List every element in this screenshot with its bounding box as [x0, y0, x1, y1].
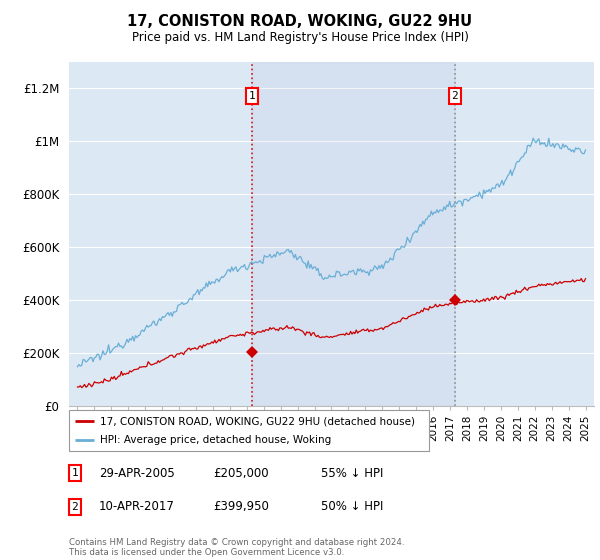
- Text: Contains HM Land Registry data © Crown copyright and database right 2024.
This d: Contains HM Land Registry data © Crown c…: [69, 538, 404, 557]
- Text: 2: 2: [71, 502, 79, 512]
- Text: 17, CONISTON ROAD, WOKING, GU22 9HU: 17, CONISTON ROAD, WOKING, GU22 9HU: [127, 14, 473, 29]
- Text: 29-APR-2005: 29-APR-2005: [99, 466, 175, 480]
- Text: 17, CONISTON ROAD, WOKING, GU22 9HU (detached house): 17, CONISTON ROAD, WOKING, GU22 9HU (det…: [100, 417, 415, 426]
- Text: 1: 1: [71, 468, 79, 478]
- Text: £399,950: £399,950: [213, 500, 269, 514]
- Text: Price paid vs. HM Land Registry's House Price Index (HPI): Price paid vs. HM Land Registry's House …: [131, 31, 469, 44]
- FancyBboxPatch shape: [69, 410, 429, 451]
- Text: 50% ↓ HPI: 50% ↓ HPI: [321, 500, 383, 514]
- Text: 55% ↓ HPI: 55% ↓ HPI: [321, 466, 383, 480]
- Text: 2: 2: [451, 91, 458, 101]
- Bar: [252, 62, 455, 406]
- Text: 1: 1: [249, 91, 256, 101]
- Text: £205,000: £205,000: [213, 466, 269, 480]
- Text: 10-APR-2017: 10-APR-2017: [99, 500, 175, 514]
- Text: HPI: Average price, detached house, Woking: HPI: Average price, detached house, Woki…: [100, 435, 331, 445]
